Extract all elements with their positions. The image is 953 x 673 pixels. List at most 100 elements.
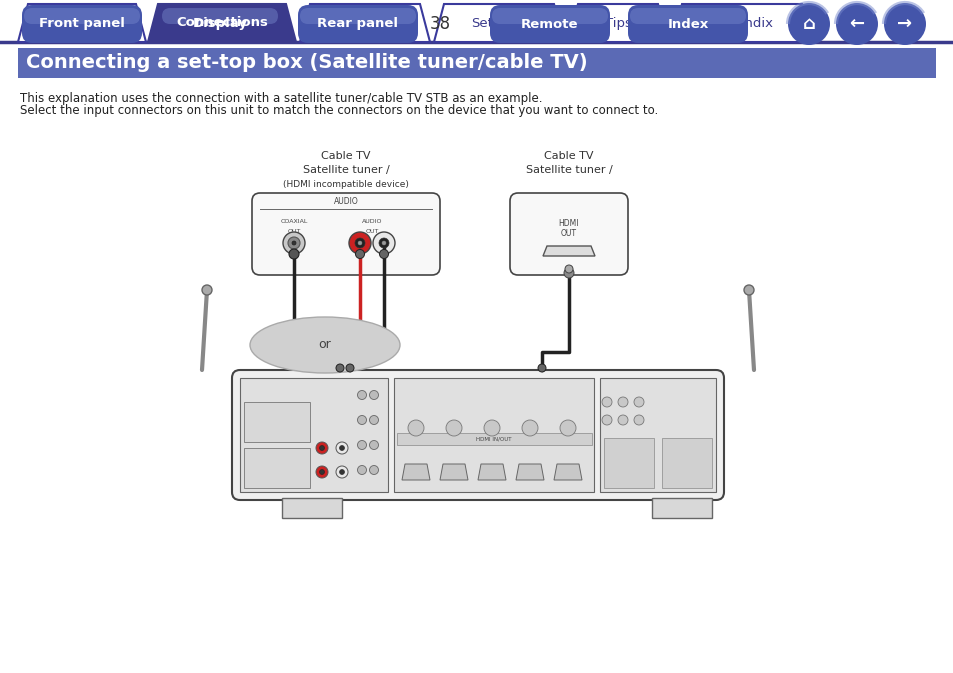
Circle shape [634,415,643,425]
FancyBboxPatch shape [232,370,723,500]
Text: R: R [357,239,362,244]
FancyBboxPatch shape [396,433,592,445]
Circle shape [634,397,643,407]
FancyBboxPatch shape [661,438,711,488]
FancyBboxPatch shape [490,5,609,43]
FancyBboxPatch shape [244,402,310,442]
Circle shape [283,232,305,254]
Circle shape [601,415,612,425]
Text: ⌂: ⌂ [801,15,815,33]
Polygon shape [671,4,811,42]
Circle shape [355,250,364,258]
Circle shape [357,415,366,425]
Polygon shape [18,4,146,42]
Circle shape [315,442,328,454]
Text: Appendix: Appendix [710,17,773,30]
Circle shape [369,415,378,425]
Text: →: → [897,15,912,33]
Circle shape [289,249,298,259]
Text: Front panel: Front panel [39,17,125,30]
Text: AUDIO: AUDIO [361,219,382,224]
FancyBboxPatch shape [252,193,439,275]
Circle shape [335,364,344,372]
FancyBboxPatch shape [22,5,142,43]
Circle shape [787,3,829,45]
Circle shape [446,420,461,436]
Text: Satellite tuner /: Satellite tuner / [525,165,612,175]
Circle shape [883,3,925,45]
Circle shape [408,420,423,436]
Text: or: or [318,339,331,351]
FancyBboxPatch shape [162,8,277,24]
FancyBboxPatch shape [244,448,310,488]
Text: This explanation uses the connection with a satellite tuner/cable TV STB as an e: This explanation uses the connection wit… [20,92,542,105]
Ellipse shape [250,317,399,373]
Text: Connecting a set-top box (Satellite tuner/cable TV): Connecting a set-top box (Satellite tune… [26,53,587,73]
Text: ←: ← [848,15,863,33]
Polygon shape [567,4,667,42]
Circle shape [559,420,576,436]
Text: Display: Display [193,17,247,30]
FancyBboxPatch shape [18,48,935,78]
Circle shape [339,446,344,450]
FancyBboxPatch shape [282,498,341,518]
Text: Remote: Remote [520,17,578,30]
FancyBboxPatch shape [599,378,716,492]
Text: OUT: OUT [287,229,300,234]
Text: Connections: Connections [176,17,268,30]
Text: OUT: OUT [365,229,378,234]
Text: Settings: Settings [471,17,526,30]
Text: Tips: Tips [604,17,631,30]
Text: Select the input connectors on this unit to match the connectors on the device t: Select the input connectors on this unit… [20,104,658,117]
Text: Cable TV: Cable TV [321,151,371,161]
Circle shape [369,466,378,474]
Polygon shape [477,464,505,480]
Circle shape [483,420,499,436]
Text: (HDMI incompatible device): (HDMI incompatible device) [283,180,409,189]
Circle shape [835,3,877,45]
FancyBboxPatch shape [394,378,594,492]
Circle shape [379,250,388,258]
Polygon shape [434,4,563,42]
Text: L: L [382,239,385,244]
Circle shape [564,265,573,273]
Polygon shape [439,464,468,480]
Polygon shape [148,4,295,42]
Polygon shape [516,464,543,480]
Circle shape [315,466,328,478]
Circle shape [346,364,354,372]
Circle shape [357,441,366,450]
Circle shape [319,446,324,450]
Polygon shape [554,464,581,480]
Text: Cable TV: Cable TV [543,151,593,161]
Circle shape [357,241,361,245]
Circle shape [537,364,545,372]
Circle shape [373,232,395,254]
Circle shape [349,232,371,254]
FancyBboxPatch shape [629,8,745,24]
Circle shape [381,241,386,245]
Circle shape [369,390,378,400]
FancyBboxPatch shape [240,378,388,492]
FancyBboxPatch shape [603,438,654,488]
Text: 38: 38 [429,15,450,33]
Circle shape [601,397,612,407]
Circle shape [357,390,366,400]
Circle shape [292,241,295,245]
Circle shape [743,285,753,295]
Circle shape [618,415,627,425]
Circle shape [521,420,537,436]
Circle shape [618,397,627,407]
Circle shape [335,466,348,478]
FancyBboxPatch shape [627,5,747,43]
Polygon shape [401,464,430,480]
Circle shape [563,268,574,278]
Text: OUT: OUT [560,229,577,238]
Circle shape [339,470,344,474]
FancyBboxPatch shape [24,8,140,24]
FancyBboxPatch shape [510,193,627,275]
FancyBboxPatch shape [492,8,607,24]
Circle shape [202,285,212,295]
Circle shape [378,238,389,248]
FancyBboxPatch shape [651,498,711,518]
